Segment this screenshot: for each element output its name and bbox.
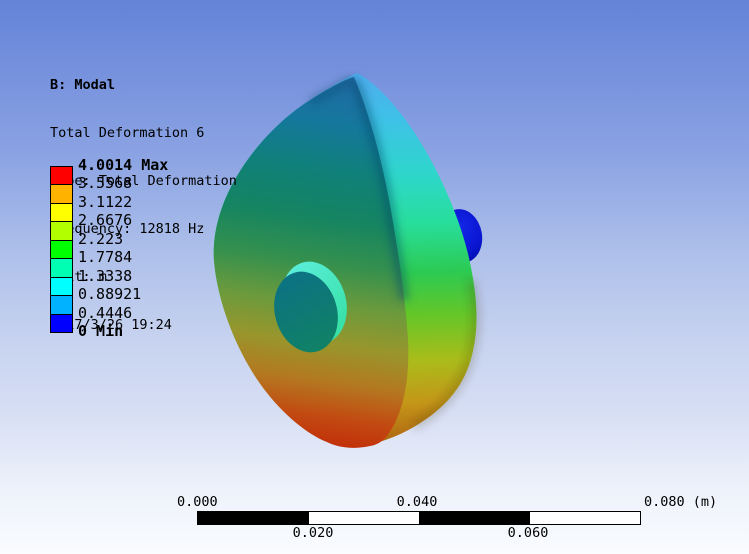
legend-label: 1.3338 <box>78 267 133 285</box>
legend-band <box>51 222 72 241</box>
ruler-segment <box>419 512 530 524</box>
legend-band <box>51 240 72 260</box>
info-line-result: Total Deformation 6 <box>50 125 205 141</box>
deformed-body[interactable] <box>213 73 487 448</box>
right-edge-shadow <box>412 279 480 430</box>
ruler-segment <box>529 512 640 524</box>
legend-band <box>51 167 72 186</box>
top-edge-shadow <box>308 75 354 106</box>
legend-label: 2.223 <box>78 230 124 248</box>
legend-label: 0.4446 <box>78 304 133 322</box>
legend-label-min: 0 Min <box>78 322 124 340</box>
legend-band <box>51 296 72 315</box>
legend-band <box>51 203 72 223</box>
legend-label: 1.7784 <box>78 248 133 266</box>
ruler-label-0: 0.000 <box>177 494 218 510</box>
ruler-segment <box>308 512 419 524</box>
legend-band <box>51 314 72 332</box>
legend-label-max: 4.0014 Max <box>78 156 169 174</box>
legend-color-bar <box>50 166 73 333</box>
legend-band <box>51 259 72 278</box>
analysis-title: B: Modal <box>50 77 116 93</box>
legend-label: 3.5568 <box>78 174 133 192</box>
ruler-bar <box>197 511 641 525</box>
ruler-label-0020: 0.020 <box>292 525 334 541</box>
legend-label: 0.88921 <box>78 285 142 303</box>
ruler-label-0080: 0.080 (m) <box>644 494 718 510</box>
ruler-label-0060: 0.060 <box>507 525 549 541</box>
legend-band <box>51 277 72 297</box>
boss-cylinder-face <box>274 271 338 353</box>
legend-label: 2.6676 <box>78 211 133 229</box>
crease-shadow <box>349 78 409 301</box>
ruler-label-0040: 0.040 <box>396 494 438 510</box>
legend-label: 3.1122 <box>78 193 133 211</box>
legend-band <box>51 185 72 204</box>
ruler-segment <box>198 512 309 524</box>
